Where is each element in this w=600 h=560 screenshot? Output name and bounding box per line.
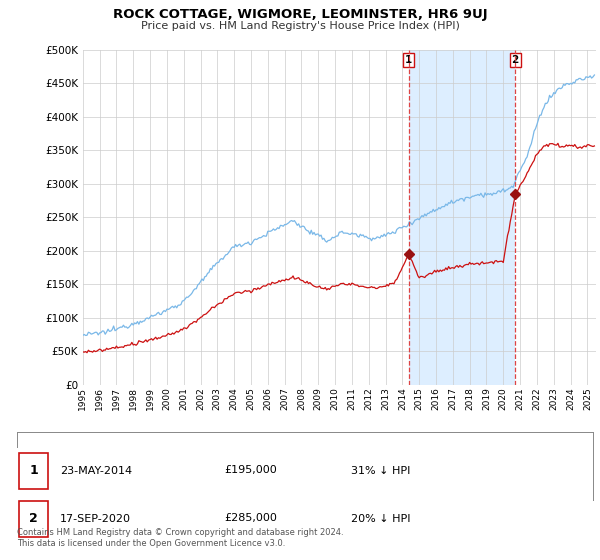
- Text: 1: 1: [405, 55, 412, 65]
- FancyBboxPatch shape: [19, 501, 49, 536]
- Text: ROCK COTTAGE, WIGMORE, LEOMINSTER, HR6 9UJ: ROCK COTTAGE, WIGMORE, LEOMINSTER, HR6 9…: [113, 8, 487, 21]
- Text: 2: 2: [512, 55, 519, 65]
- Text: 31% ↓ HPI: 31% ↓ HPI: [351, 465, 410, 475]
- Text: 2: 2: [29, 512, 38, 525]
- Text: 20% ↓ HPI: 20% ↓ HPI: [351, 514, 410, 524]
- Text: £285,000: £285,000: [224, 514, 277, 524]
- Text: 17-SEP-2020: 17-SEP-2020: [60, 514, 131, 524]
- Legend: ROCK COTTAGE, WIGMORE, LEOMINSTER, HR6 9UJ (detached house), HPI: Average price,: ROCK COTTAGE, WIGMORE, LEOMINSTER, HR6 9…: [25, 449, 422, 483]
- Bar: [409, 50, 515, 385]
- FancyBboxPatch shape: [19, 452, 49, 488]
- Text: Contains HM Land Registry data © Crown copyright and database right 2024.
This d: Contains HM Land Registry data © Crown c…: [17, 528, 343, 548]
- Text: £195,000: £195,000: [224, 465, 277, 475]
- Text: 23-MAY-2014: 23-MAY-2014: [60, 465, 132, 475]
- Text: 1: 1: [29, 464, 38, 477]
- Text: Price paid vs. HM Land Registry's House Price Index (HPI): Price paid vs. HM Land Registry's House …: [140, 21, 460, 31]
